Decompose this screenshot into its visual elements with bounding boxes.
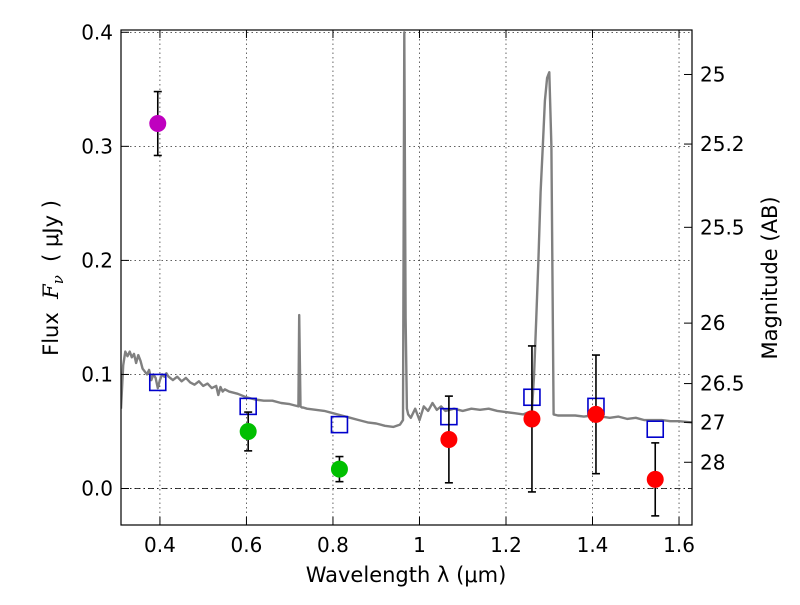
- plot-frame: [120, 29, 693, 526]
- model-photometry-marker-2: [330, 415, 349, 434]
- model-photometry-marker-6: [646, 420, 665, 438]
- right-tick-label-0: 25: [700, 62, 725, 86]
- observed-nir-point-0: [440, 430, 458, 448]
- y-tick-label-4: 0.4: [81, 20, 113, 44]
- y-axis-title-left: Flux Fν ( μJy ): [39, 200, 67, 356]
- y-title-symbol: F: [39, 283, 63, 300]
- observed-optical-point-1: [330, 460, 348, 478]
- y-title-prefix: Flux: [39, 299, 63, 356]
- observed-optical-point-0: [239, 422, 257, 440]
- y-tick-label-2: 0.2: [81, 248, 113, 272]
- x-axis-title: Wavelength λ (μm): [306, 563, 507, 587]
- axis-text-layer: Wavelength λ (μm) Flux Fν ( μJy ) Magnit…: [39, 196, 782, 587]
- axes-layer: 0.4 0.6 0.8 1 1.2 1.4 1.6 0.0 0.1 0.2 0.3 0.4 25 25.2…: [81, 20, 744, 557]
- observed-nir-point-1: [523, 410, 541, 428]
- model-spectrum-line: [121, 31, 692, 429]
- right-tick-label-6: 28: [700, 450, 725, 474]
- y-tick-label-3: 0.3: [81, 134, 113, 158]
- x-tick-label-6: 1.6: [663, 533, 695, 557]
- observed-nir-point-2: [587, 405, 605, 423]
- x-tick-label-5: 1.4: [577, 533, 609, 557]
- right-tick-label-1: 25.2: [700, 132, 745, 156]
- x-tick-label-1: 0.6: [231, 533, 263, 557]
- y-tick-label-0: 0.0: [81, 477, 113, 501]
- x-tick-label-0: 0.4: [144, 533, 176, 557]
- x-tick-label-4: 1.2: [490, 533, 522, 557]
- right-tick-label-5: 27: [700, 410, 725, 434]
- grid-layer: [121, 30, 692, 525]
- observed-nir-point-3: [646, 470, 664, 488]
- y-axis-title-right: Magnitude (AB): [758, 196, 782, 359]
- right-tick-label-4: 26.5: [700, 372, 745, 396]
- x-tick-label-3: 1: [413, 533, 426, 557]
- y-title-unit: ( μJy ): [39, 200, 63, 275]
- observed-blue-point-0: [149, 115, 167, 133]
- right-tick-label-2: 25.5: [700, 215, 745, 239]
- model-photometry-marker-0: [148, 373, 167, 392]
- y-title-subscript: ν: [49, 275, 67, 284]
- right-tick-label-3: 26: [700, 311, 725, 335]
- y-tick-label-1: 0.1: [81, 362, 113, 386]
- plot-area: [121, 31, 692, 517]
- x-tick-label-2: 0.8: [317, 533, 349, 557]
